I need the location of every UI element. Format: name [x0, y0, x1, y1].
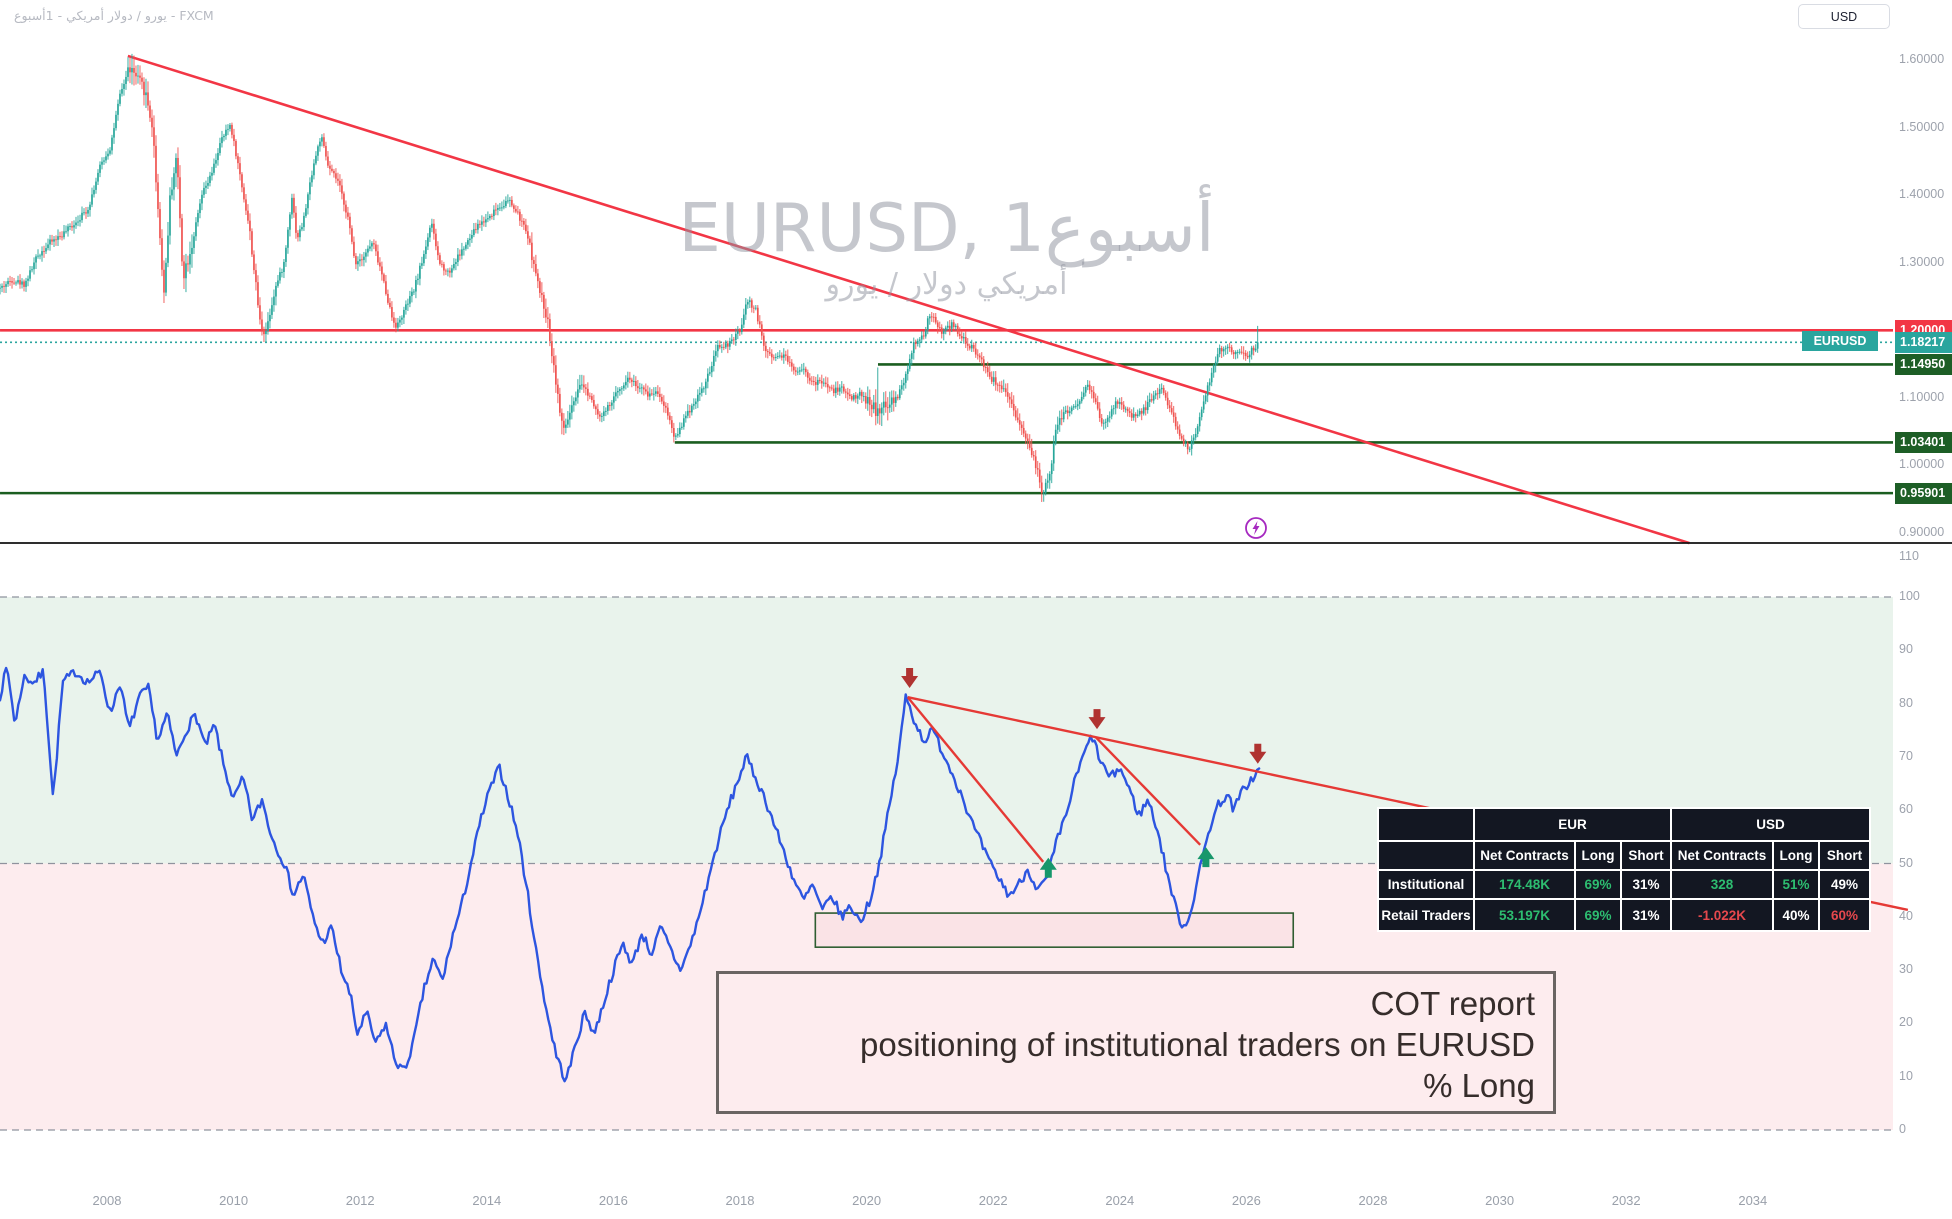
time-axis-label: 2030 — [1485, 1193, 1515, 1208]
table-value-cell: 31% — [1622, 871, 1670, 898]
cot-axis-label: 10 — [1899, 1068, 1913, 1083]
down-arrow-marker[interactable] — [1249, 743, 1267, 764]
annotation-line-1: COT report — [1370, 985, 1535, 1022]
table-value-cell: 49% — [1820, 871, 1869, 898]
cot-range-box[interactable] — [814, 912, 1295, 948]
cot-axis-label: 70 — [1899, 748, 1913, 763]
candles-down — [3, 55, 1255, 502]
cot-axis-label: 100 — [1899, 589, 1920, 603]
time-axis-label: 2022 — [978, 1193, 1008, 1208]
annotation-line-3: % Long — [1423, 1067, 1535, 1104]
table-value-cell: 328 — [1672, 871, 1772, 898]
down-arrow-marker[interactable] — [901, 668, 919, 688]
legend-token: - — [53, 8, 67, 23]
table-value-cell: 40% — [1774, 900, 1818, 930]
down-arrow-marker[interactable] — [1088, 709, 1106, 730]
table-row-label: Retail Traders — [1379, 900, 1473, 930]
annotation-line-2: positioning of institutional traders on … — [859, 1026, 1535, 1063]
price-axis-label: 1.10000 — [1899, 389, 1945, 404]
legend-token: أمريكي — [66, 8, 104, 23]
legend-token: أسبوع — [14, 8, 46, 23]
time-axis-label: 2026 — [1231, 1193, 1261, 1208]
cot-axis-label: 30 — [1899, 962, 1913, 977]
table-group-header: USD — [1672, 809, 1869, 840]
table-value-cell: 174.48K — [1475, 871, 1574, 898]
legend-token: FXCM — [179, 8, 214, 23]
legend-token: - — [166, 8, 180, 23]
time-axis-label: 2008 — [92, 1193, 122, 1208]
table-value-cell: 53.197K — [1475, 900, 1574, 930]
time-axis-label: 2016 — [598, 1193, 628, 1208]
time-axis-label: 2024 — [1105, 1193, 1135, 1208]
cot-axis-label: 90 — [1899, 642, 1913, 657]
cot-axis-label: 20 — [1899, 1015, 1913, 1030]
table-value-cell: -1.022K — [1672, 900, 1772, 930]
time-axis-label: 2018 — [725, 1193, 755, 1208]
table-column-header: Short — [1820, 842, 1869, 869]
cot-trendline[interactable] — [1094, 736, 1202, 846]
legend-token: يورو — [144, 8, 167, 23]
cot-annotation-box[interactable]: COT report positioning of institutional … — [716, 971, 1556, 1114]
table-column-header: Net Contracts — [1672, 842, 1772, 869]
cot-table[interactable]: EUR USD Net Contracts Long Short Net Contract… — [1377, 807, 1871, 932]
time-axis-label: 2032 — [1611, 1193, 1641, 1208]
price-tag-label: 1.18217 — [1895, 331, 1952, 353]
table-value-cell: 60% — [1820, 900, 1869, 930]
candles-up — [0, 53, 1259, 502]
table-value-cell: 69% — [1576, 871, 1620, 898]
legend-token: / — [132, 8, 145, 23]
time-axis-label: 2020 — [852, 1193, 882, 1208]
price-axis-label: 1.00000 — [1899, 457, 1945, 472]
descending-trendline[interactable] — [127, 54, 1690, 545]
table-column-header: Long — [1576, 842, 1620, 869]
table-group-header — [1379, 809, 1473, 840]
up-arrow-marker[interactable] — [1039, 857, 1057, 878]
symbol-legend[interactable]: أسبوع1 - أمريكي دولار / يورو - FXCM — [14, 8, 214, 23]
table-row-label: Institutional — [1379, 871, 1473, 898]
table-column-header: Short — [1622, 842, 1670, 869]
table-value-cell: 31% — [1622, 900, 1670, 930]
time-axis-label: 2014 — [472, 1193, 502, 1208]
time-axis-label: 2010 — [219, 1193, 249, 1208]
legend-token: 1 — [45, 8, 54, 23]
table-group-header: EUR — [1475, 809, 1670, 840]
flash-icon[interactable] — [1245, 517, 1267, 539]
price-axis-label: 1.60000 — [1899, 52, 1945, 66]
symbol-price-tag: EURUSD — [1802, 331, 1878, 351]
cot-axis-label: 80 — [1899, 695, 1913, 710]
time-axis-label: 2028 — [1358, 1193, 1388, 1208]
cot-axis-label: 0 — [1899, 1122, 1906, 1136]
table-value-cell: 51% — [1774, 871, 1818, 898]
price-axis-label: 1.30000 — [1899, 254, 1945, 269]
price-axis-label: 0.90000 — [1899, 524, 1945, 539]
price-tag-label: 0.95901 — [1895, 482, 1952, 504]
currency-toggle-button[interactable]: USD — [1798, 4, 1890, 29]
cot-axis-label: 50 — [1899, 855, 1913, 870]
cot-axis-label: 60 — [1899, 802, 1913, 817]
table-column-header — [1379, 842, 1473, 869]
table-column-header: Long — [1774, 842, 1818, 869]
price-axis-label: 1.40000 — [1899, 187, 1945, 202]
cot-trendline[interactable] — [906, 696, 1045, 863]
price-tag-label: 1.03401 — [1895, 431, 1952, 453]
time-axis-label: 2012 — [345, 1193, 375, 1208]
price-axis-label: 1.50000 — [1899, 119, 1945, 134]
time-axis-label: 2034 — [1738, 1193, 1768, 1208]
table-value-cell: 69% — [1576, 900, 1620, 930]
legend-token: دولار — [107, 8, 133, 23]
cot-axis-label: 110 — [1899, 549, 1919, 563]
cot-axis-label: 40 — [1899, 908, 1913, 923]
price-tag-label: 1.14950 — [1895, 353, 1952, 375]
up-arrow-marker[interactable] — [1197, 847, 1215, 868]
table-column-header: Net Contracts — [1475, 842, 1574, 869]
